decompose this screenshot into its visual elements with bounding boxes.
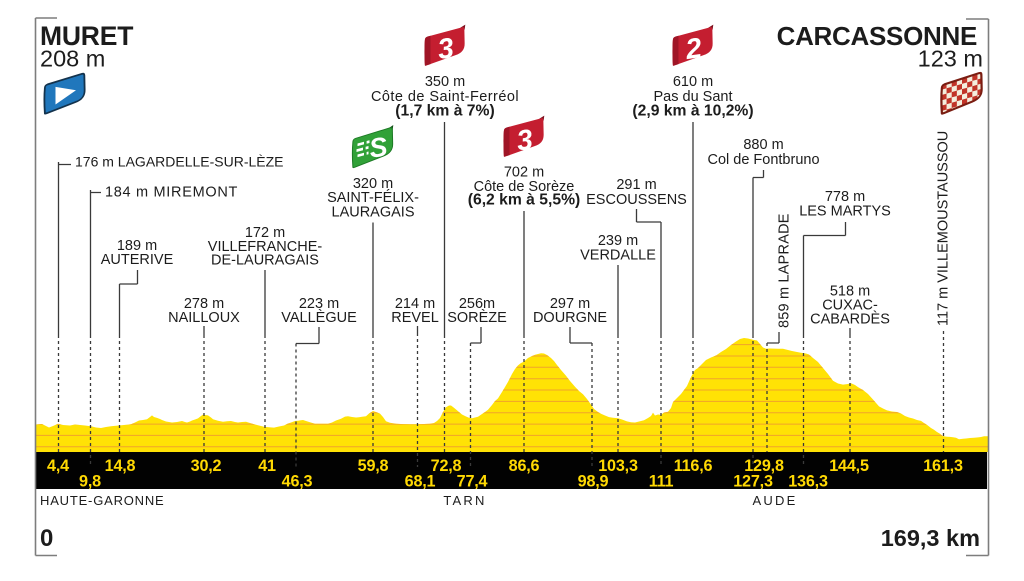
svg-text:3: 3 <box>436 32 456 66</box>
svg-text:169,3 km: 169,3 km <box>881 525 980 551</box>
svg-text:208 m: 208 m <box>40 46 105 72</box>
svg-text:VALLÈGUE: VALLÈGUE <box>281 309 357 326</box>
svg-text:223 m: 223 m <box>299 296 339 312</box>
svg-text:3: 3 <box>515 124 535 158</box>
svg-text:214 m: 214 m <box>395 296 435 312</box>
svg-text:AUTERIVE: AUTERIVE <box>101 252 174 268</box>
svg-text:Côte de Saint-Ferréol: Côte de Saint-Ferréol <box>371 89 519 105</box>
svg-text:Côte de Sorèze: Côte de Sorèze <box>474 179 575 195</box>
svg-text:98,9: 98,9 <box>578 473 609 491</box>
svg-text:859 m LAPRADE: 859 m LAPRADE <box>777 213 793 328</box>
svg-text:(2,9 km à 10,2%): (2,9 km à 10,2%) <box>632 103 753 120</box>
svg-text:VILLEFRANCHE-: VILLEFRANCHE- <box>208 239 323 255</box>
svg-text:SAINT-FÉLIX-: SAINT-FÉLIX- <box>327 189 419 206</box>
svg-text:116,6: 116,6 <box>674 457 713 475</box>
svg-text:S: S <box>367 131 389 163</box>
svg-text:(6,2 km à 5,5%): (6,2 km à 5,5%) <box>468 192 581 209</box>
svg-text:Col de Fontbruno: Col de Fontbruno <box>707 152 819 168</box>
svg-text:CARCASSONNE: CARCASSONNE <box>777 21 977 51</box>
svg-text:184 m MIREMONT: 184 m MIREMONT <box>105 185 238 201</box>
svg-text:320 m: 320 m <box>353 176 393 192</box>
svg-text:ESCOUSSENS: ESCOUSSENS <box>586 192 687 208</box>
svg-text:46,3: 46,3 <box>282 473 313 491</box>
svg-text:(1,7 km à 7%): (1,7 km à 7%) <box>395 103 494 120</box>
svg-text:297 m: 297 m <box>550 296 590 312</box>
svg-text:172 m: 172 m <box>245 225 285 241</box>
svg-text:41: 41 <box>258 457 276 475</box>
svg-text:189 m: 189 m <box>117 238 157 254</box>
svg-text:127,3: 127,3 <box>733 473 773 491</box>
svg-text:Pas du Sant: Pas du Sant <box>654 89 733 105</box>
svg-text:68,1: 68,1 <box>405 473 436 491</box>
svg-text:103,3: 103,3 <box>598 457 638 475</box>
svg-text:117 m VILLEMOUSTAUSSOU: 117 m VILLEMOUSTAUSSOU <box>936 131 952 326</box>
svg-text:144,5: 144,5 <box>829 457 869 475</box>
svg-text:72,8: 72,8 <box>431 457 462 475</box>
svg-text:291 m: 291 m <box>616 177 656 193</box>
svg-text:4,4: 4,4 <box>47 457 69 475</box>
svg-text:518 m: 518 m <box>830 284 870 300</box>
svg-text:77,4: 77,4 <box>457 473 488 491</box>
svg-text:DOURGNE: DOURGNE <box>533 310 607 326</box>
svg-text:123 m: 123 m <box>918 46 983 72</box>
svg-text:TARN: TARN <box>443 493 486 508</box>
svg-text:778 m: 778 m <box>825 189 865 205</box>
svg-text:256m: 256m <box>459 296 495 312</box>
svg-text:111: 111 <box>649 473 674 491</box>
svg-text:129,8: 129,8 <box>744 457 784 475</box>
svg-text:MURET: MURET <box>40 21 133 51</box>
svg-text:59,8: 59,8 <box>358 457 389 475</box>
svg-text:9,8: 9,8 <box>79 473 101 491</box>
svg-text:SORÈZE: SORÈZE <box>447 309 507 326</box>
svg-text:176 m LAGARDELLE-SUR-LÈZE: 176 m LAGARDELLE-SUR-LÈZE <box>75 154 284 170</box>
svg-text:239 m: 239 m <box>598 233 638 249</box>
svg-text:610 m: 610 m <box>673 74 713 90</box>
svg-text:0: 0 <box>40 525 53 552</box>
svg-text:CABARDÈS: CABARDÈS <box>810 311 890 328</box>
svg-text:86,6: 86,6 <box>509 457 540 475</box>
svg-text:161,3: 161,3 <box>923 457 963 475</box>
svg-text:VERDALLE: VERDALLE <box>580 248 656 264</box>
svg-text:DE-LAURAGAIS: DE-LAURAGAIS <box>211 253 319 269</box>
svg-text:CUXAC-: CUXAC- <box>822 298 878 314</box>
svg-text:REVEL: REVEL <box>391 310 439 326</box>
svg-text:880 m: 880 m <box>743 137 783 153</box>
svg-text:702 m: 702 m <box>504 165 544 181</box>
svg-text:HAUTE-GARONNE: HAUTE-GARONNE <box>40 493 165 508</box>
svg-text:LES MARTYS: LES MARTYS <box>799 204 891 220</box>
svg-text:278 m: 278 m <box>184 296 224 312</box>
svg-text:14,8: 14,8 <box>105 457 136 475</box>
svg-text:NAILLOUX: NAILLOUX <box>168 310 240 326</box>
svg-text:2: 2 <box>683 32 704 66</box>
svg-text:LAURAGAIS: LAURAGAIS <box>332 204 415 220</box>
svg-text:AUDE: AUDE <box>753 493 798 508</box>
svg-text:136,3: 136,3 <box>788 473 828 491</box>
svg-text:30,2: 30,2 <box>191 457 222 475</box>
svg-text:350 m: 350 m <box>425 74 465 90</box>
